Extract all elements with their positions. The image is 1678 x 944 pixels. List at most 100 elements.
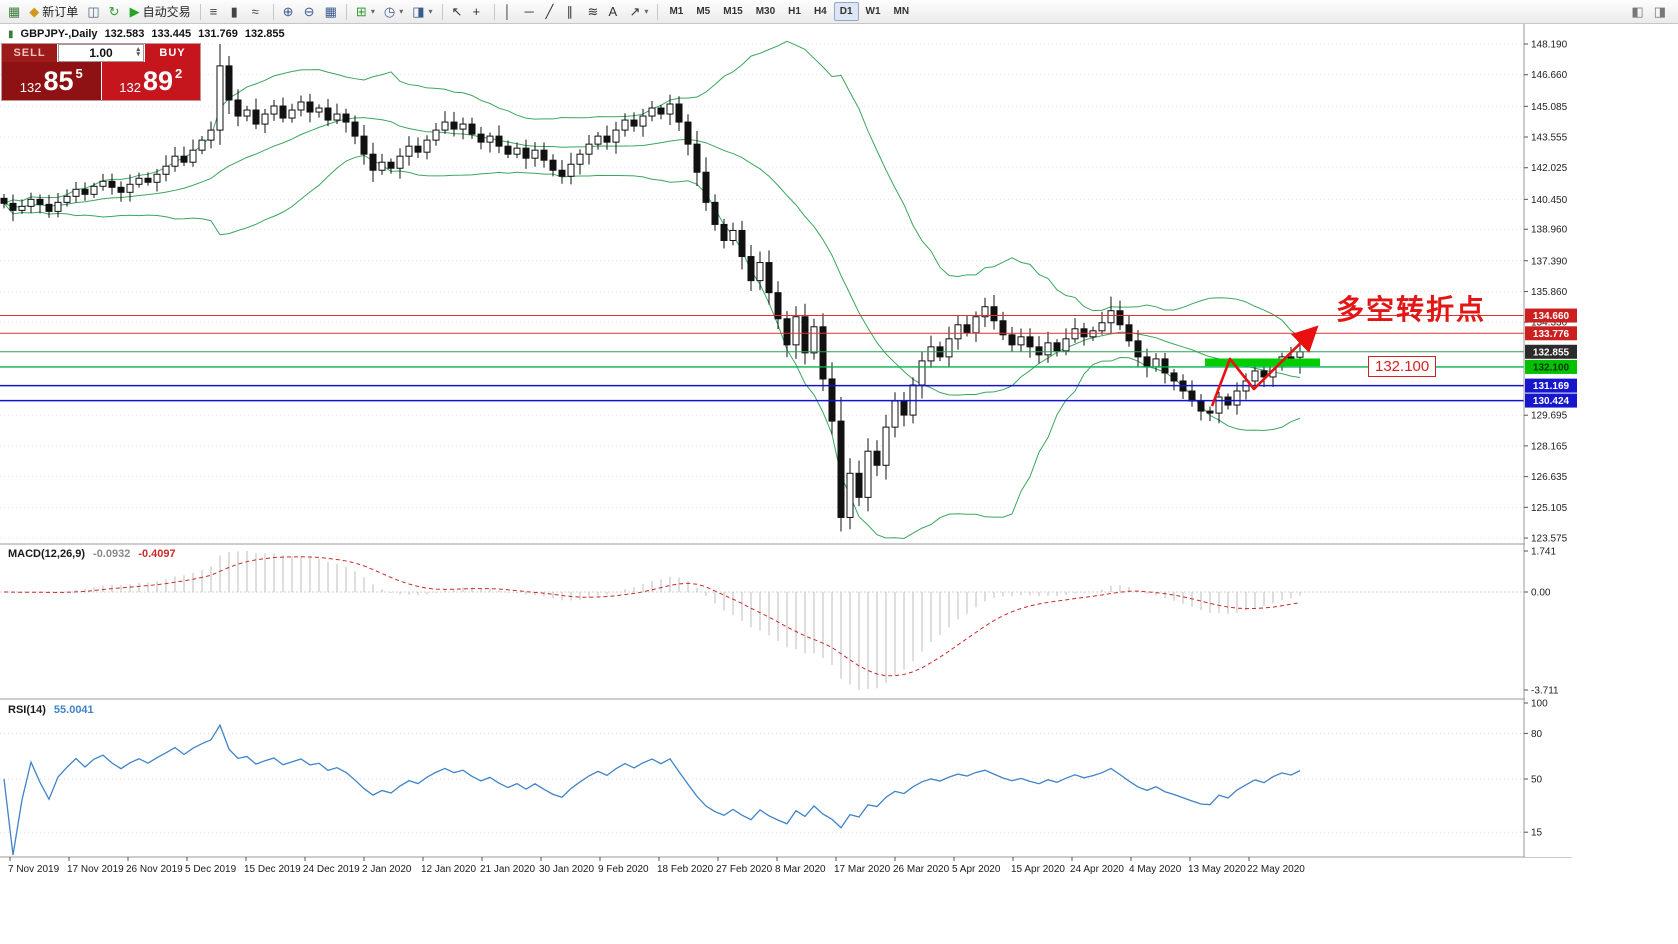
svg-text:22 May 2020: 22 May 2020 xyxy=(1247,864,1305,875)
volume-stepper[interactable]: 1.00 ▴ ▾ xyxy=(58,44,144,62)
timeframe-mn[interactable]: MN xyxy=(888,2,916,21)
candlestick-chart-icon: ▮ xyxy=(230,4,238,19)
svg-text:8 Mar 2020: 8 Mar 2020 xyxy=(775,864,826,875)
line-chart-icon: ≈ xyxy=(251,4,259,19)
svg-text:142.025: 142.025 xyxy=(1531,163,1568,174)
templates-icon[interactable]: ◨ ▾ xyxy=(408,2,436,22)
rsi-line xyxy=(3,723,1301,856)
svg-text:17 Mar 2020: 17 Mar 2020 xyxy=(834,864,891,875)
rsi-name: RSI(14) xyxy=(8,704,46,716)
text-icon: A xyxy=(608,4,618,19)
support-zone-rect[interactable] xyxy=(1205,358,1320,367)
buy-price[interactable]: 132 89 2 xyxy=(101,62,200,100)
sell-price-point: 5 xyxy=(75,66,83,81)
svg-text:26 Nov 2019: 26 Nov 2019 xyxy=(126,864,183,875)
timeframe-h1[interactable]: H1 xyxy=(782,2,807,21)
crosshair-icon[interactable]: + xyxy=(469,2,489,22)
channel-icon[interactable]: ∥ xyxy=(563,2,583,22)
auto-trading-button[interactable]: ▶ 自动交易 xyxy=(126,2,195,22)
trend-arrow[interactable] xyxy=(1210,325,1319,407)
chart-plot-area[interactable] xyxy=(0,24,1524,543)
sell-price[interactable]: 132 85 5 xyxy=(2,62,101,100)
timeframe-h4[interactable]: H4 xyxy=(808,2,833,21)
svg-text:128.165: 128.165 xyxy=(1531,441,1568,452)
text-icon[interactable]: A xyxy=(605,2,625,22)
svg-text:30 Jan 2020: 30 Jan 2020 xyxy=(539,864,594,875)
chart-window-icon[interactable]: ◫ xyxy=(83,2,103,22)
svg-text:15: 15 xyxy=(1531,828,1543,839)
svg-text:21 Jan 2020: 21 Jan 2020 xyxy=(480,864,535,875)
sell-price-pips: 85 xyxy=(43,65,74,96)
refresh-icon[interactable]: ↻ xyxy=(105,2,125,22)
timeframe-m15[interactable]: M15 xyxy=(717,2,748,21)
auto-trading-button-label: 自动交易 xyxy=(142,5,191,19)
chart-shift-icon[interactable]: ◧ xyxy=(1627,2,1647,22)
new-chart-icon[interactable]: ▦ xyxy=(4,2,24,22)
chevron-down-icon: ▾ xyxy=(370,7,375,16)
toolbar-separator xyxy=(199,3,201,20)
auto-scroll-icon[interactable]: ◨ xyxy=(1650,2,1670,22)
rsi-pane[interactable] xyxy=(0,700,1524,857)
macd-pane[interactable] xyxy=(0,545,1524,698)
svg-text:130.424: 130.424 xyxy=(1533,396,1570,407)
svg-text:135.860: 135.860 xyxy=(1531,287,1568,298)
horizontal-line-icon[interactable]: ─ xyxy=(521,2,541,22)
svg-text:134.330: 134.330 xyxy=(1531,318,1568,329)
svg-text:100: 100 xyxy=(1531,699,1548,710)
chart-shift-icon: ◧ xyxy=(1631,4,1644,19)
fibonacci-icon[interactable]: ≋ xyxy=(584,2,604,22)
svg-text:80: 80 xyxy=(1531,729,1543,740)
new-order-button-label: 新订单 xyxy=(42,5,79,19)
vertical-line-icon[interactable]: │ xyxy=(500,2,520,22)
time-axis[interactable]: 7 Nov 2019 17 Nov 2019 26 Nov 2019 5 Dec 20… xyxy=(8,857,1305,875)
price-level-label[interactable]: 132.100 xyxy=(1368,356,1437,377)
timeframe-m30[interactable]: M30 xyxy=(750,2,781,21)
zoom-out-icon: ⊖ xyxy=(303,4,315,19)
line-chart-icon[interactable]: ≈ xyxy=(248,2,268,22)
buy-button[interactable]: BUY xyxy=(145,44,200,62)
auto-trading-button: ▶ xyxy=(129,4,140,19)
indicators-icon[interactable]: ⊞ ▾ xyxy=(352,2,379,22)
svg-text:129.695: 129.695 xyxy=(1531,411,1568,422)
macd-value: -0.0932 xyxy=(93,548,131,560)
volume-down-icon[interactable]: ▾ xyxy=(136,51,140,58)
zoom-in-icon[interactable]: ⊕ xyxy=(279,2,299,22)
chevron-down-icon: ▾ xyxy=(644,7,649,16)
volume-up-icon[interactable]: ▴ xyxy=(136,46,140,53)
zoom-out-icon[interactable]: ⊖ xyxy=(300,2,320,22)
price-tag: 134.660 xyxy=(1525,308,1577,323)
channel-icon: ∥ xyxy=(566,4,574,19)
periods-icon[interactable]: ◷ ▾ xyxy=(380,2,407,22)
svg-text:17 Nov 2019: 17 Nov 2019 xyxy=(67,864,124,875)
trendline-icon[interactable]: ╱ xyxy=(542,2,562,22)
svg-text:7 Nov 2019: 7 Nov 2019 xyxy=(8,864,60,875)
bar-chart-icon[interactable]: ≡ xyxy=(206,2,226,22)
timeframe-w1[interactable]: W1 xyxy=(860,2,887,21)
svg-text:-3.711: -3.711 xyxy=(1531,686,1559,697)
arrows-icon[interactable]: ↗ ▾ xyxy=(626,2,653,22)
svg-text:134.660: 134.660 xyxy=(1533,311,1570,322)
timeframe-d1[interactable]: D1 xyxy=(833,2,859,21)
new-order-button[interactable]: ◆ 新订单 xyxy=(25,2,82,22)
ohlc-close: 132.855 xyxy=(244,28,285,40)
svg-text:132.855: 132.855 xyxy=(1533,347,1570,358)
toolbar-separator xyxy=(493,3,495,20)
sell-button[interactable]: SELL xyxy=(2,44,57,62)
timeframe-m5[interactable]: M5 xyxy=(690,2,716,21)
cursor-icon[interactable]: ↖ xyxy=(448,2,468,22)
svg-text:18 Feb 2020: 18 Feb 2020 xyxy=(657,864,714,875)
tile-windows-icon[interactable]: ▦ xyxy=(321,2,341,22)
svg-text:137.390: 137.390 xyxy=(1531,256,1568,267)
toolbar-right-icons: ◧ ◨ xyxy=(1627,2,1674,22)
candlestick-chart-icon[interactable]: ▮ xyxy=(227,2,247,22)
tile-windows-icon: ▦ xyxy=(324,4,337,19)
price-axis[interactable]: 148.190 146.660 145.085 143.555 142.025 140.4… xyxy=(1524,24,1678,857)
svg-text:24 Apr 2020: 24 Apr 2020 xyxy=(1070,864,1124,875)
timeframe-m1[interactable]: M1 xyxy=(663,2,689,21)
svg-text:13 May 2020: 13 May 2020 xyxy=(1188,864,1246,875)
horizontal-line-objects xyxy=(0,315,1524,402)
turning-point-annotation[interactable]: 多空转折点 xyxy=(1336,294,1487,325)
svg-text:9 Feb 2020: 9 Feb 2020 xyxy=(598,864,649,875)
svg-text:4 May 2020: 4 May 2020 xyxy=(1129,864,1182,875)
svg-text:27 Feb 2020: 27 Feb 2020 xyxy=(716,864,773,875)
